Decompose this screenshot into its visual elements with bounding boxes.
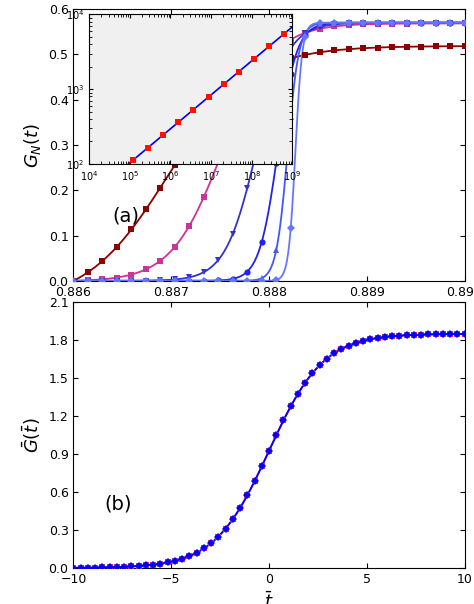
Y-axis label: $G_N(t)$: $G_N(t)$ <box>22 122 43 168</box>
Text: (b): (b) <box>105 494 132 513</box>
X-axis label: $t$: $t$ <box>264 304 274 323</box>
Y-axis label: $\bar{G}(\bar{t})$: $\bar{G}(\bar{t})$ <box>20 417 43 452</box>
Text: (a): (a) <box>112 206 139 225</box>
X-axis label: $\bar{t}$: $\bar{t}$ <box>264 591 274 604</box>
